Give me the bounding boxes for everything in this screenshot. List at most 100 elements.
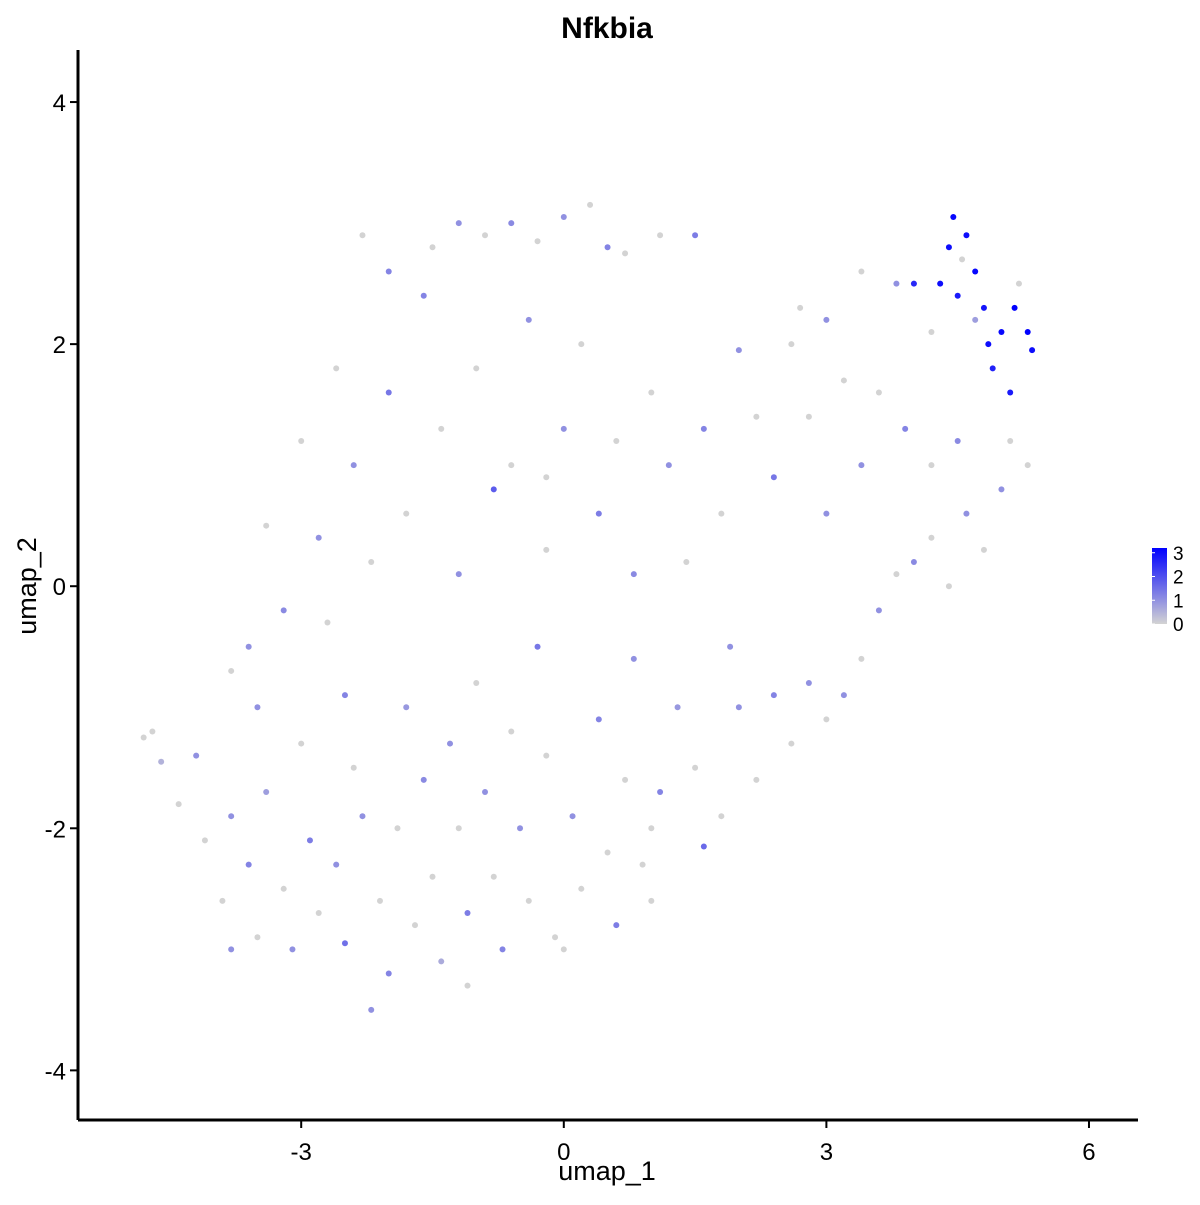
point <box>315 910 322 917</box>
point <box>464 910 471 917</box>
point <box>376 897 383 904</box>
point <box>245 861 252 868</box>
point <box>630 655 637 662</box>
point <box>910 280 917 287</box>
point <box>604 849 611 856</box>
point <box>797 304 804 311</box>
point <box>508 462 515 469</box>
point <box>569 813 576 820</box>
point <box>245 643 252 650</box>
x-tick-label: 6 <box>1082 1139 1095 1166</box>
point <box>543 474 550 481</box>
point <box>770 474 777 481</box>
point <box>447 740 454 747</box>
point <box>692 232 699 239</box>
point <box>385 389 392 396</box>
point <box>954 437 961 444</box>
point <box>718 510 725 517</box>
point <box>718 813 725 820</box>
point <box>735 704 742 711</box>
point <box>875 607 882 614</box>
x-tick-label: 3 <box>820 1139 833 1166</box>
point <box>385 970 392 977</box>
y-tick-label: -4 <box>45 1058 66 1085</box>
point <box>359 813 366 820</box>
point <box>420 776 427 783</box>
chart-title: Nfkbia <box>561 12 653 45</box>
point <box>823 510 830 517</box>
point <box>508 728 515 735</box>
point <box>315 534 322 541</box>
point <box>429 244 436 251</box>
point <box>788 341 795 348</box>
colorbar-tick-label: 1 <box>1173 591 1184 612</box>
point <box>534 643 541 650</box>
point <box>893 571 900 578</box>
point <box>499 946 506 953</box>
point <box>1024 462 1031 469</box>
point <box>648 389 655 396</box>
point <box>341 940 348 947</box>
x-tick-label: 0 <box>557 1139 570 1166</box>
point <box>193 752 200 759</box>
point <box>622 250 629 257</box>
point <box>945 583 952 590</box>
point <box>613 437 620 444</box>
point <box>665 462 672 469</box>
point <box>219 897 226 904</box>
point <box>770 692 777 699</box>
point <box>692 764 699 771</box>
points <box>140 201 1036 1013</box>
point <box>858 268 865 275</box>
point <box>753 776 760 783</box>
point <box>560 946 567 953</box>
point <box>788 740 795 747</box>
point <box>823 716 830 723</box>
point <box>950 214 957 221</box>
point <box>508 220 515 227</box>
point <box>595 716 602 723</box>
point <box>893 280 900 287</box>
point <box>482 788 489 795</box>
point <box>175 801 182 808</box>
colorbar-tick-label: 2 <box>1173 568 1184 589</box>
point <box>455 825 462 832</box>
point <box>403 510 410 517</box>
point <box>140 734 147 741</box>
y-tick-label: -2 <box>45 816 66 843</box>
point <box>228 813 235 820</box>
point <box>683 559 690 566</box>
point <box>700 425 707 432</box>
point <box>700 843 707 850</box>
point <box>158 758 165 765</box>
point <box>420 292 427 299</box>
point <box>1015 280 1022 287</box>
point <box>438 425 445 432</box>
point <box>403 704 410 711</box>
point <box>630 571 637 578</box>
point <box>333 365 340 372</box>
point <box>525 316 532 323</box>
point <box>455 220 462 227</box>
point <box>578 885 585 892</box>
point <box>858 462 865 469</box>
point <box>368 1006 375 1013</box>
point <box>525 897 532 904</box>
point <box>910 559 917 566</box>
point <box>385 268 392 275</box>
colorbar-tick-label: 0 <box>1173 615 1184 636</box>
colorbar <box>1152 548 1167 624</box>
point <box>490 873 497 880</box>
point <box>727 643 734 650</box>
point <box>954 292 961 299</box>
point <box>648 825 655 832</box>
point <box>201 837 208 844</box>
point <box>254 934 261 941</box>
point <box>578 341 585 348</box>
point <box>473 680 480 687</box>
point <box>228 667 235 674</box>
point <box>298 437 305 444</box>
point <box>823 316 830 323</box>
point <box>552 934 559 941</box>
